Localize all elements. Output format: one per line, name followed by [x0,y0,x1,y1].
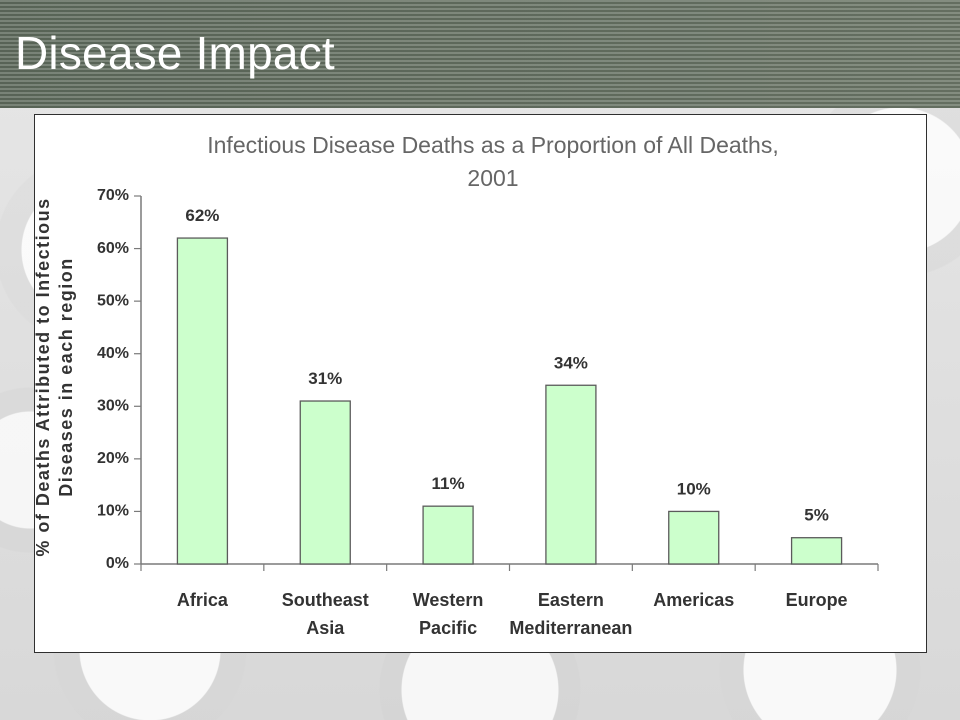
bar-chart: Infectious Disease Deaths as a Proportio… [35,132,879,638]
data-label: 34% [554,353,588,372]
y-axis-label: % of Deaths Attributed to Infectious Dise… [35,197,76,556]
bar-0 [176,237,229,565]
x-category-label: Western Pacific [413,590,484,638]
x-category-label: Europe [786,590,848,610]
x-tick-label: Asia [306,618,345,638]
x-tick-label: Americas [653,590,734,610]
x-tick-label: Africa [177,590,229,610]
data-label: 11% [432,474,465,493]
chart-frame: Infectious Disease Deaths as a Proportio… [34,114,927,653]
y-tick-label: 50% [97,292,129,309]
bar-3 [545,384,597,565]
y-axis-label-line: Diseases in each region [56,257,76,497]
bar-4 [668,510,720,565]
y-axis-label-line: % of Deaths Attributed to Infectious [35,197,53,556]
x-tick-label: Pacific [419,618,477,638]
x-tick-label: Mediterranean [509,618,632,638]
chart-title-line: 2001 [467,165,518,191]
y-tick-label: 30% [97,398,129,415]
bar-2 [422,505,474,565]
slide-header: Disease Impact [0,0,960,108]
y-tick-label: 20% [97,450,129,467]
bar-5 [790,537,843,565]
data-label: 10% [677,479,711,498]
data-label: 31% [308,369,342,388]
x-category-label: Africa [177,590,229,610]
x-category-label: Southeast Asia [282,590,369,638]
data-label: 5% [804,506,829,525]
chart-title-line: Infectious Disease Deaths as a Proportio… [207,132,778,158]
bar-1 [299,400,351,565]
x-tick-label: Eastern [538,590,604,610]
y-tick-label: 60% [97,240,129,257]
y-tick-label: 40% [97,345,129,362]
x-tick-label: Western [413,590,484,610]
data-label: 62% [185,206,219,225]
y-tick-label: 10% [97,503,129,520]
y-tick-label: 70% [97,187,129,204]
chart-title: Infectious Disease Deaths as a Proportio… [207,132,778,191]
x-tick-label: Europe [786,590,848,610]
x-tick-label: Southeast [282,590,369,610]
x-category-label: Americas [653,590,734,610]
y-tick-label: 0% [106,555,129,572]
slide-title: Disease Impact [15,27,335,79]
x-category-label: Eastern Mediterranean [509,590,632,638]
